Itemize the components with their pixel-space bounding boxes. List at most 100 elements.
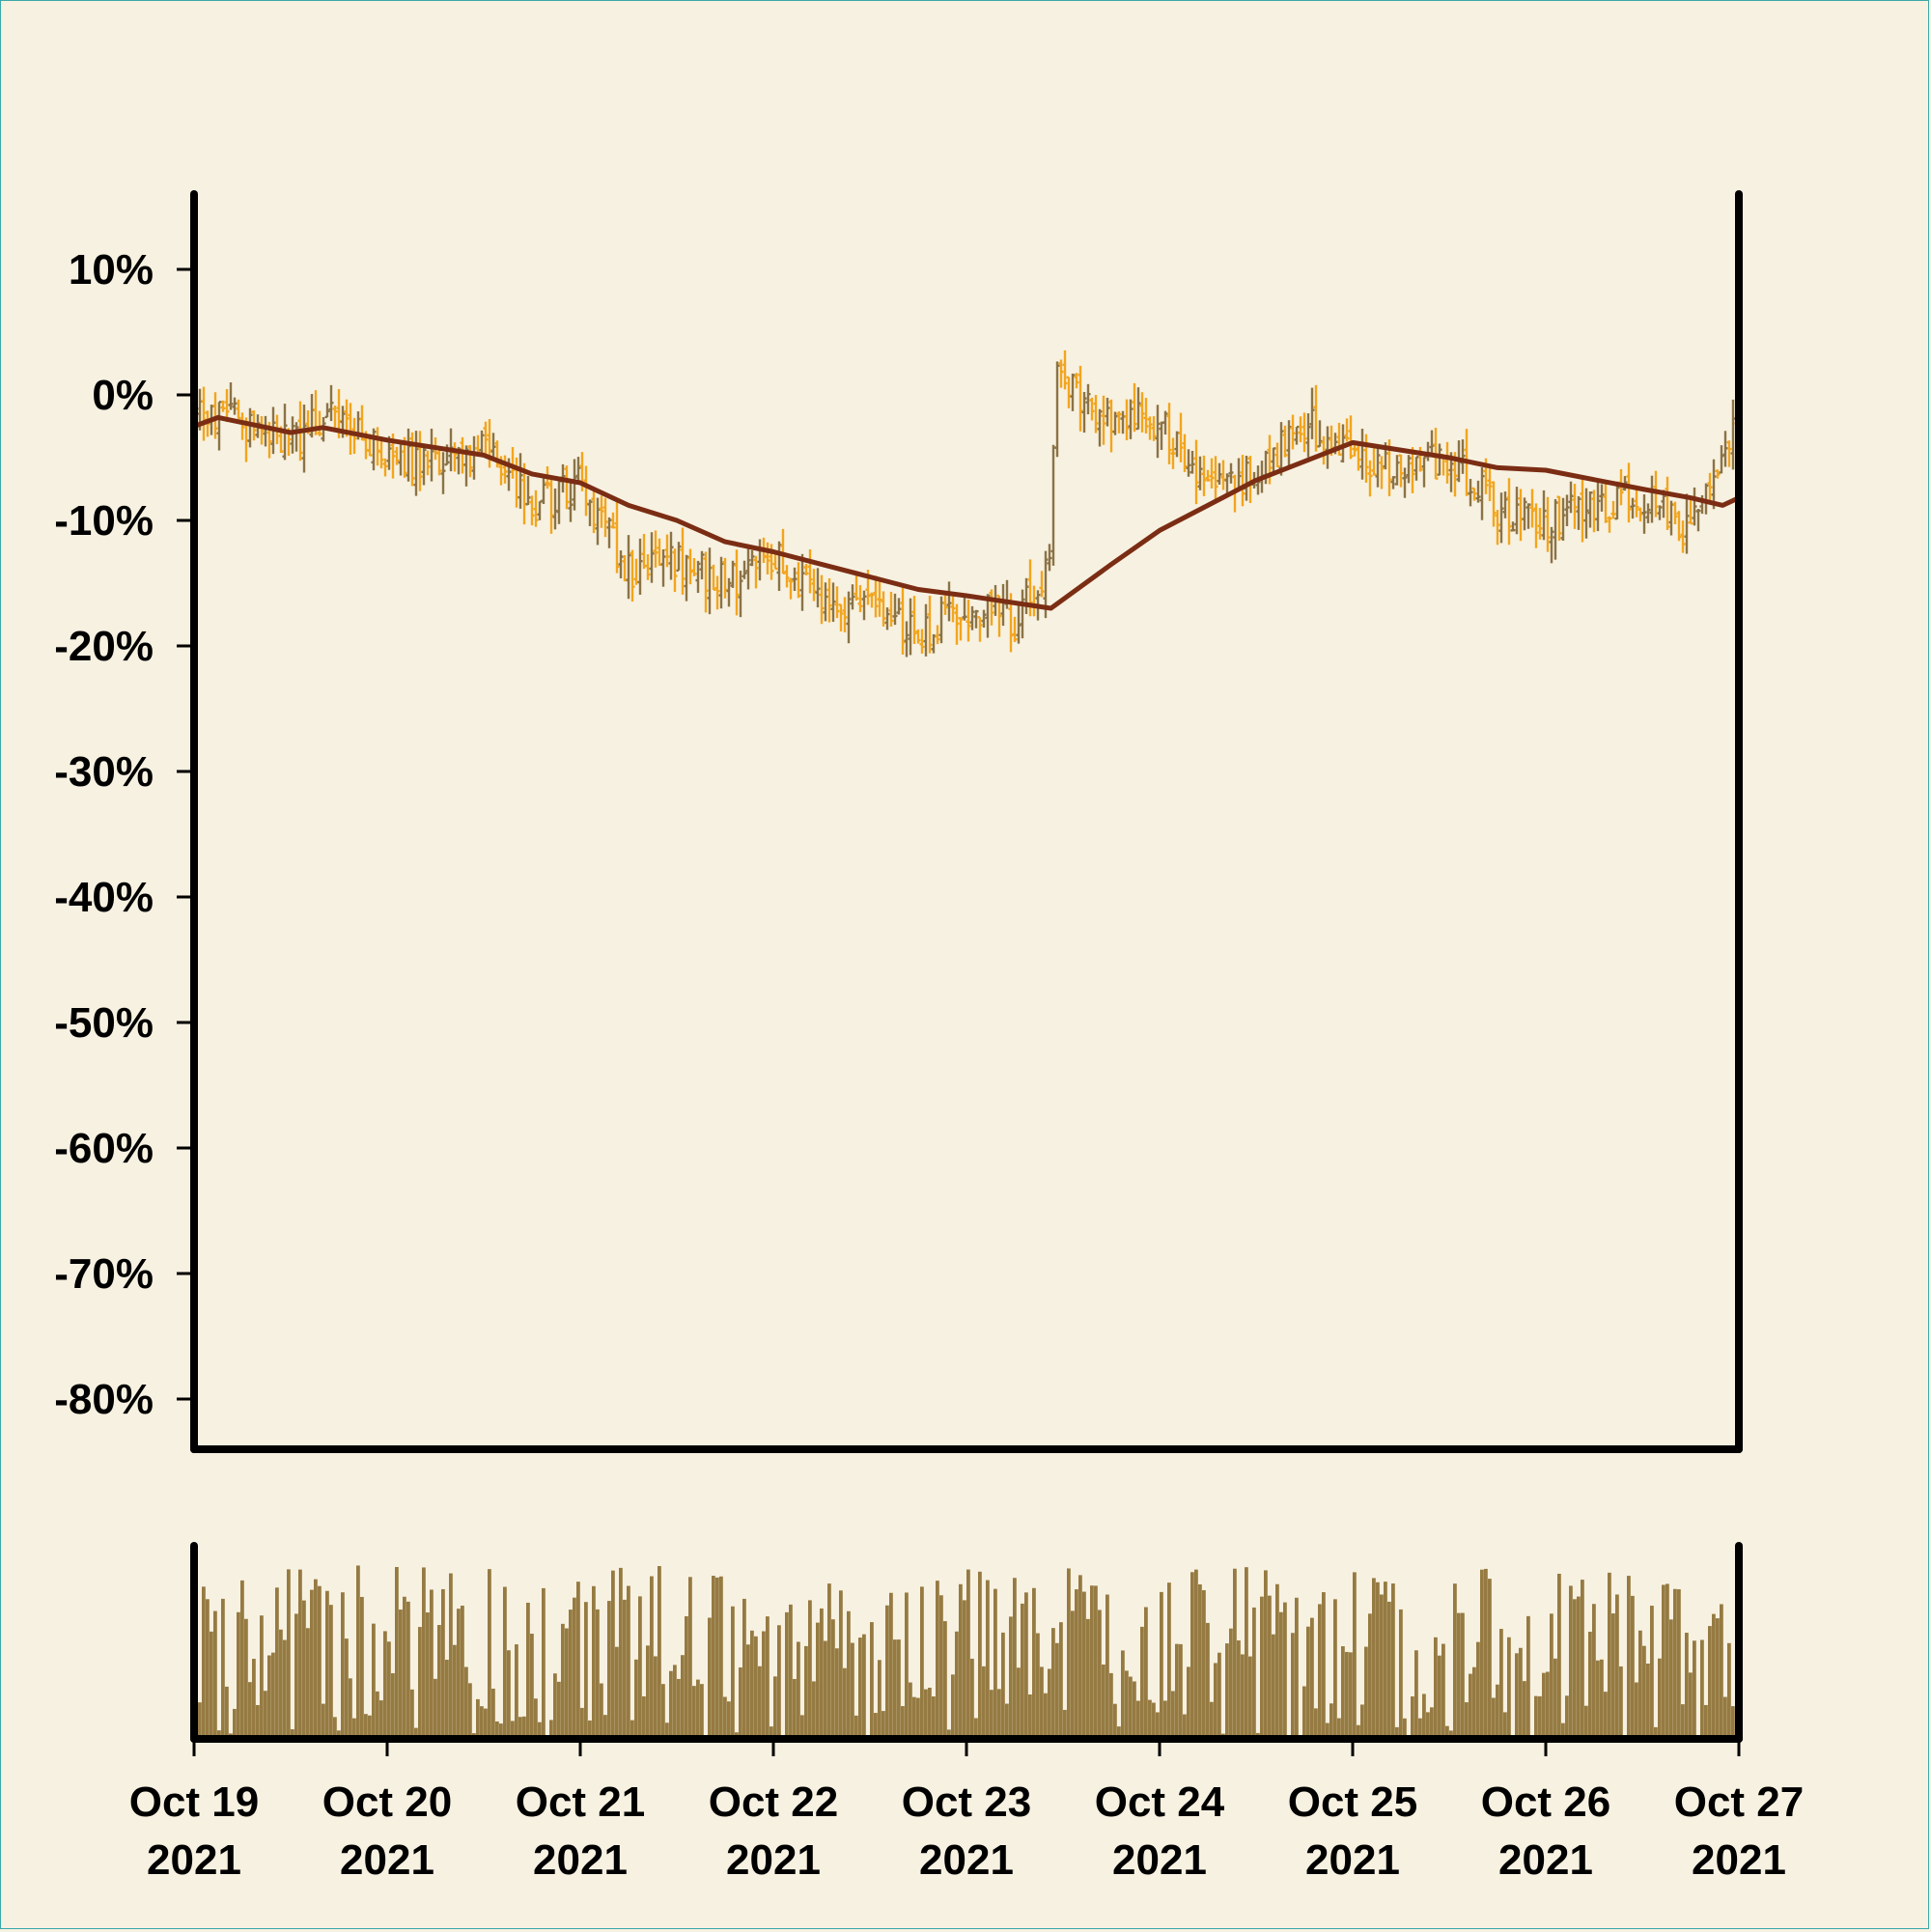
ohlc-bar — [719, 557, 724, 609]
volume-bar — [611, 1571, 615, 1739]
volume-bar — [1013, 1578, 1017, 1739]
volume-bar — [1364, 1647, 1368, 1739]
volume-bar — [576, 1582, 580, 1739]
ohlc-bar — [1117, 411, 1122, 434]
volume-bar — [1040, 1666, 1044, 1739]
volume-bar — [1592, 1604, 1596, 1739]
volume-bar — [951, 1674, 955, 1739]
volume-bar — [650, 1577, 654, 1739]
volume-bar — [916, 1698, 920, 1739]
volume-bar — [1642, 1646, 1646, 1739]
ohlc-bar — [1376, 445, 1381, 487]
volume-bar — [642, 1696, 646, 1739]
volume-bar — [797, 1641, 800, 1739]
volume-bar — [1160, 1592, 1163, 1739]
x-tick-label: Oct 25 — [1288, 1778, 1418, 1826]
volume-bar — [1032, 1588, 1036, 1739]
volume-bar — [839, 1590, 843, 1739]
volume-bar — [584, 1602, 588, 1739]
volume-bar — [1086, 1619, 1090, 1739]
volume-bar — [835, 1648, 839, 1739]
volume-bar — [395, 1567, 399, 1739]
volume-bar — [1279, 1612, 1283, 1739]
volume-bar — [1082, 1592, 1086, 1739]
volume-bar — [1175, 1644, 1179, 1739]
ohlc-bar — [1144, 398, 1149, 434]
volume-bar — [1302, 1686, 1306, 1739]
volume-bar — [681, 1655, 685, 1739]
volume-bar — [1519, 1648, 1523, 1739]
volume-bar — [406, 1602, 410, 1739]
ohlc-bar — [1445, 442, 1450, 484]
ohlc-bar — [530, 495, 535, 525]
volume-bar — [1588, 1632, 1592, 1739]
x-tick-label: Oct 24 — [1095, 1778, 1225, 1826]
ohlc-bar — [1469, 479, 1473, 506]
ohlc-bar — [1167, 403, 1172, 464]
volume-bar — [1685, 1633, 1689, 1739]
ohlc-bar — [1553, 499, 1558, 560]
volume-bar — [318, 1586, 322, 1739]
volume-bar — [287, 1569, 291, 1739]
ohlc-bar — [1669, 501, 1674, 536]
ohlc-bar — [542, 477, 546, 504]
volume-bar — [1229, 1629, 1233, 1739]
ohlc-bar — [1302, 412, 1307, 452]
volume-bar — [341, 1592, 345, 1739]
volume-bar — [430, 1589, 434, 1739]
ohlc-bar — [596, 498, 601, 546]
volume-bar — [383, 1631, 387, 1739]
ohlc-bar — [588, 499, 593, 526]
volume-bar — [542, 1588, 546, 1739]
ohlc-bar — [1565, 494, 1570, 526]
volume-bar — [1523, 1681, 1526, 1739]
volume-bar — [1075, 1589, 1078, 1739]
y-axis-ticks: 10%0%-10%-20%-30%-40%-50%-60%-70%-80% — [54, 246, 194, 1423]
ohlc-bar — [484, 422, 489, 458]
ohlc-bar — [1461, 439, 1466, 474]
volume-bar — [271, 1653, 275, 1739]
x-tick-year: 2021 — [533, 1836, 628, 1884]
ohlc-bar — [820, 575, 825, 625]
ohlc-bar — [549, 476, 554, 534]
ohlc-bar — [1183, 434, 1188, 472]
volume-bar — [654, 1656, 658, 1739]
volume-bar — [484, 1709, 488, 1739]
volume-bar — [816, 1623, 820, 1739]
ohlc-bar — [916, 630, 921, 644]
volume-bar — [372, 1624, 376, 1739]
ohlc-bar — [1156, 405, 1161, 458]
ohlc-bar — [758, 539, 763, 580]
volume-bar — [1731, 1706, 1735, 1739]
volume-bar — [325, 1591, 329, 1739]
ohlc-bar — [777, 542, 782, 591]
volume-bar — [403, 1597, 406, 1739]
volume-bar — [785, 1612, 789, 1739]
volume-bar — [1245, 1567, 1248, 1739]
x-tick-label: Oct 20 — [322, 1778, 453, 1826]
volume-bar — [1546, 1672, 1550, 1739]
volume-bar — [712, 1576, 715, 1739]
volume-bar — [503, 1587, 507, 1739]
volume-bar — [905, 1592, 909, 1739]
y-tick-label: -30% — [54, 748, 154, 796]
volume-bar — [912, 1697, 916, 1739]
volume-bar — [1105, 1595, 1109, 1739]
volume-bar — [1283, 1603, 1287, 1739]
ohlc-bar — [1731, 400, 1736, 469]
volume-bar — [1503, 1712, 1507, 1739]
ohlc-bar — [1021, 590, 1025, 639]
volume-bar — [1225, 1643, 1229, 1739]
ohlc-bar — [1024, 578, 1029, 614]
ohlc-bar — [851, 584, 855, 609]
volume-bar — [1422, 1694, 1426, 1739]
ohlc-bar — [963, 596, 967, 621]
ohlc-bar — [260, 416, 265, 444]
ohlc-bar — [1395, 455, 1400, 485]
ohlc-bar — [824, 582, 828, 621]
volume-bar — [959, 1584, 963, 1739]
ohlc-bar — [418, 431, 423, 490]
y-tick-label: -10% — [54, 497, 154, 545]
ohlc-bar — [603, 498, 608, 537]
volume-bar — [607, 1601, 611, 1739]
